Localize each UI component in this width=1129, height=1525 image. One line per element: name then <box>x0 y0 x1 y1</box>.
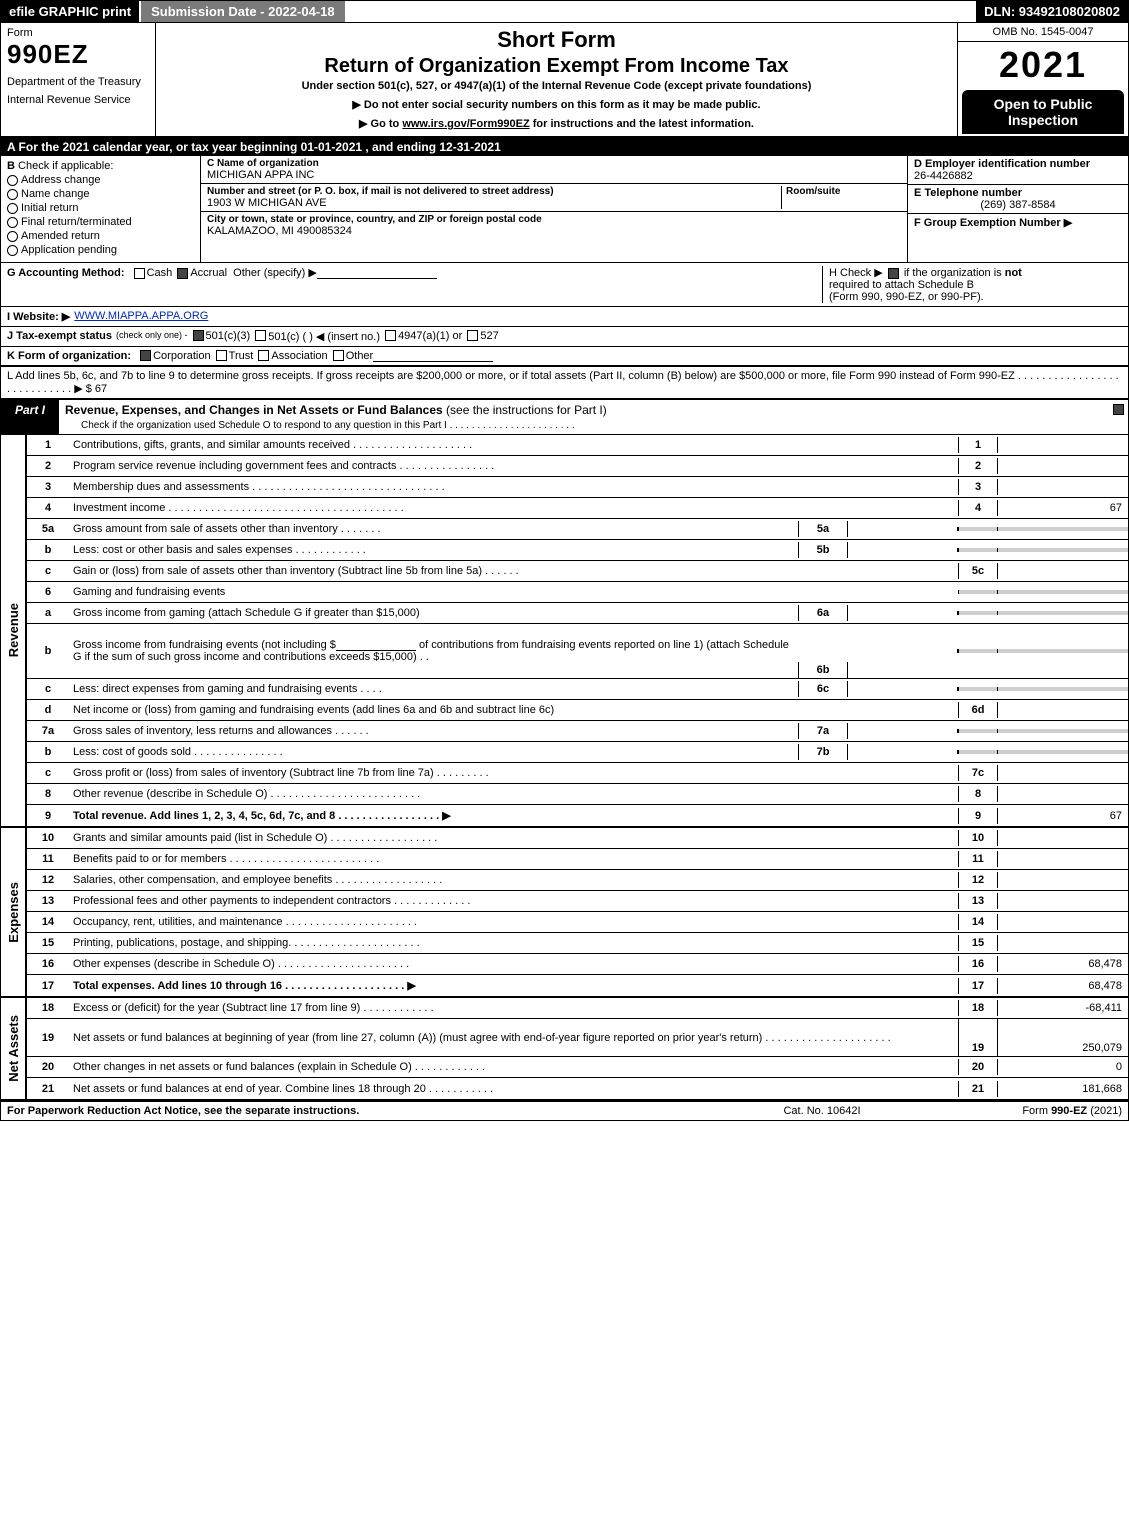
section-h: H Check ▶ if the organization is not req… <box>822 266 1122 303</box>
chk-accrual[interactable] <box>177 268 188 279</box>
return-title: Return of Organization Exempt From Incom… <box>162 55 951 78</box>
form-header: Form 990EZ Department of the Treasury In… <box>1 23 1128 138</box>
dln-label: DLN: 93492108020802 <box>976 1 1128 22</box>
org-address: 1903 W MICHIGAN AVE <box>207 197 781 209</box>
line17-value: 68,478 <box>998 978 1128 994</box>
section-def: D Employer identification number 26-4426… <box>908 156 1128 262</box>
header-left: Form 990EZ Department of the Treasury In… <box>1 23 156 136</box>
chk-assoc[interactable] <box>258 350 269 361</box>
row-j: J Tax-exempt status (check only one) - 5… <box>1 327 1128 347</box>
chk-amended[interactable]: Amended return <box>7 230 194 242</box>
i-label: I Website: ▶ <box>7 310 70 323</box>
line19-value: 250,079 <box>998 1040 1128 1056</box>
website-link[interactable]: WWW.MIAPPA.APPA.ORG <box>74 310 208 323</box>
paperwork-notice: For Paperwork Reduction Act Notice, see … <box>7 1105 722 1117</box>
dept-1: Department of the Treasury <box>7 76 149 88</box>
org-city: KALAMAZOO, MI 490085324 <box>207 225 901 237</box>
topbar: efile GRAPHIC print Submission Date - 20… <box>1 1 1128 23</box>
chk-pending[interactable]: Application pending <box>7 244 194 256</box>
row-a: A For the 2021 calendar year, or tax yea… <box>1 138 1128 156</box>
chk-h[interactable] <box>888 268 899 279</box>
b-text: Check if applicable: <box>18 160 113 172</box>
chk-other[interactable] <box>333 350 344 361</box>
part1-tab: Part I <box>1 400 59 434</box>
section-b: B Check if applicable: Address change Na… <box>1 156 201 262</box>
under-section: Under section 501(c), 527, or 4947(a)(1)… <box>162 80 951 92</box>
chk-4947[interactable] <box>385 330 396 341</box>
line21-value: 181,668 <box>998 1081 1128 1097</box>
line20-value: 0 <box>998 1059 1128 1075</box>
section-c: C Name of organization MICHIGAN APPA INC… <box>201 156 908 262</box>
f-label: F Group Exemption Number ▶ <box>914 216 1122 229</box>
submission-date: Submission Date - 2022-04-18 <box>139 1 345 22</box>
e-label: E Telephone number <box>914 187 1122 199</box>
org-name: MICHIGAN APPA INC <box>207 169 901 181</box>
c-city-label: City or town, state or province, country… <box>207 214 901 225</box>
phone-value: (269) 387-8584 <box>914 199 1122 211</box>
chk-527[interactable] <box>467 330 478 341</box>
c-addr-label: Number and street (or P. O. box, if mail… <box>207 186 781 197</box>
line18-value: -68,411 <box>998 1000 1128 1016</box>
chk-final-return[interactable]: Final return/terminated <box>7 216 194 228</box>
open-public: Open to Public Inspection <box>962 90 1124 134</box>
expenses-section: Expenses 10Grants and similar amounts pa… <box>1 828 1128 998</box>
tax-year: 2021 <box>958 42 1128 88</box>
chk-trust[interactable] <box>216 350 227 361</box>
part1-header: Part I Revenue, Expenses, and Changes in… <box>1 400 1128 435</box>
d-label: D Employer identification number <box>914 158 1122 170</box>
row-g: G Accounting Method: Cash Accrual Other … <box>1 263 1128 307</box>
bf-block: B Check if applicable: Address change Na… <box>1 156 1128 263</box>
g-label: G Accounting Method: <box>7 267 125 279</box>
room-label: Room/suite <box>786 186 901 197</box>
line9-value: 67 <box>998 808 1128 824</box>
k-other-line[interactable] <box>373 350 493 362</box>
cat-no: Cat. No. 10642I <box>722 1105 922 1117</box>
omb-number: OMB No. 1545-0047 <box>958 23 1128 42</box>
netassets-vlabel: Net Assets <box>1 998 27 1099</box>
chk-cash[interactable] <box>134 268 145 279</box>
chk-name-change[interactable]: Name change <box>7 188 194 200</box>
note-goto: ▶ Go to www.irs.gov/Form990EZ for instru… <box>162 117 951 130</box>
row-k: K Form of organization: Corporation Trus… <box>1 347 1128 367</box>
row-l: L Add lines 5b, 6c, and 7b to line 9 to … <box>1 367 1128 400</box>
chk-corp[interactable] <box>140 350 151 361</box>
efile-label[interactable]: efile GRAPHIC print <box>1 1 139 22</box>
other-specify-line[interactable] <box>317 267 437 279</box>
k-label: K Form of organization: <box>7 350 131 362</box>
ein-value: 26-4426882 <box>914 170 1122 182</box>
header-right: OMB No. 1545-0047 2021 Open to Public In… <box>958 23 1128 136</box>
chk-address-change[interactable]: Address change <box>7 174 194 186</box>
j-label: J Tax-exempt status <box>7 330 112 343</box>
irs-link[interactable]: www.irs.gov/Form990EZ <box>402 118 529 130</box>
revenue-vlabel: Revenue <box>1 435 27 826</box>
netassets-section: Net Assets 18Excess or (deficit) for the… <box>1 998 1128 1101</box>
short-form-title: Short Form <box>162 27 951 53</box>
row-i: I Website: ▶ WWW.MIAPPA.APPA.ORG <box>1 307 1128 327</box>
form-page: efile GRAPHIC print Submission Date - 20… <box>0 0 1129 1121</box>
part1-title: Revenue, Expenses, and Changes in Net As… <box>59 400 1108 434</box>
part1-checkbox[interactable] <box>1108 400 1128 434</box>
dept-2: Internal Revenue Service <box>7 94 149 106</box>
line4-value: 67 <box>998 500 1128 516</box>
form-ref: Form 990-EZ (2021) <box>922 1105 1122 1117</box>
b-label: B <box>7 160 15 172</box>
goto-post: for instructions and the latest informat… <box>530 118 754 130</box>
page-footer: For Paperwork Reduction Act Notice, see … <box>1 1101 1128 1120</box>
chk-501c[interactable] <box>255 330 266 341</box>
goto-pre: ▶ Go to <box>359 118 402 130</box>
line16-value: 68,478 <box>998 956 1128 972</box>
note-ssn: ▶ Do not enter social security numbers o… <box>162 98 951 111</box>
c-name-label: C Name of organization <box>207 158 901 169</box>
form-word: Form <box>7 27 149 39</box>
header-center: Short Form Return of Organization Exempt… <box>156 23 958 136</box>
chk-initial-return[interactable]: Initial return <box>7 202 194 214</box>
revenue-section: Revenue 1Contributions, gifts, grants, a… <box>1 435 1128 828</box>
form-number: 990EZ <box>7 39 149 70</box>
spacer <box>345 1 977 22</box>
expenses-vlabel: Expenses <box>1 828 27 996</box>
chk-501c3[interactable] <box>193 330 204 341</box>
